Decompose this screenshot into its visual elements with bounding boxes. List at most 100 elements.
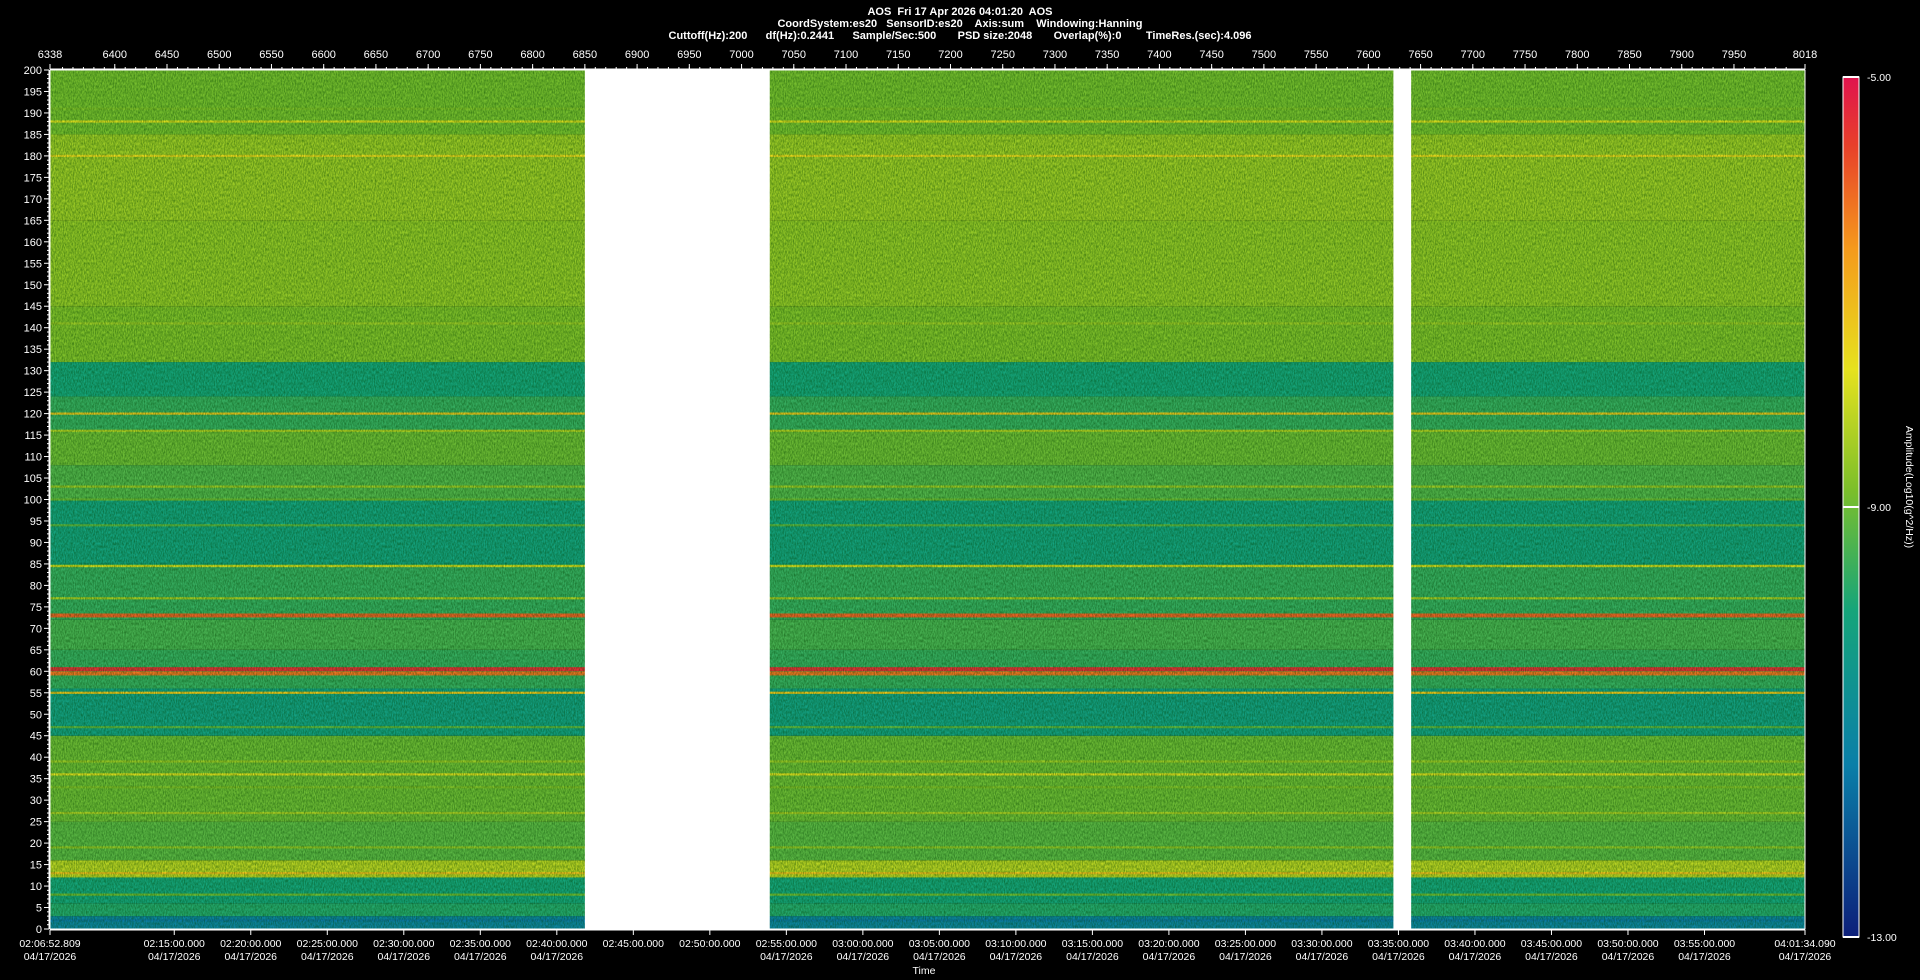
top-tick-label: 7350: [1095, 49, 1119, 61]
time-tick-date: 04/17/2026: [148, 951, 201, 963]
top-tick-label: 7750: [1513, 49, 1537, 61]
top-tick-label: 6900: [625, 49, 649, 61]
y-tick-label: 130: [24, 366, 42, 378]
y-tick-label: 65: [30, 645, 42, 657]
time-tick-label: 02:30:00.000: [373, 938, 434, 950]
colorbar-tick-label: -9.00: [1867, 502, 1891, 514]
plot-frame: [49, 69, 1806, 930]
top-tick-label: 6850: [573, 49, 597, 61]
time-tick-label: 02:50:00.000: [679, 938, 740, 950]
time-tick-date: 04/17/2026: [224, 951, 277, 963]
time-tick-label: 03:05:00.000: [909, 938, 970, 950]
time-tick-label: 02:20:00.000: [220, 938, 281, 950]
y-tick-label: 85: [30, 559, 42, 571]
y-tick-label: 105: [24, 473, 42, 485]
time-tick-label: 02:35:00.000: [450, 938, 511, 950]
y-tick-label: 35: [30, 774, 42, 786]
time-tick-date: 04/17/2026: [913, 951, 966, 963]
y-tick-label: 195: [24, 86, 42, 98]
top-tick-label: 7000: [729, 49, 753, 61]
y-tick-label: 200: [24, 65, 42, 77]
time-axis: 02:06:52.80904/17/202602:15:00.00004/17/…: [19, 929, 1836, 963]
y-tick-label: 5: [36, 903, 42, 915]
top-tick-label: 6950: [677, 49, 701, 61]
time-tick-date: 04/17/2026: [378, 951, 431, 963]
time-tick-label: 03:20:00.000: [1138, 938, 1199, 950]
top-tick-label: 6550: [259, 49, 283, 61]
time-tick-date: 04/17/2026: [454, 951, 507, 963]
time-tick-label: 04:01:34.090: [1774, 938, 1835, 950]
colorbar-label: Amplitude(Log10(g^2/Hz)): [1903, 426, 1915, 548]
colorbar-ticks: -5.00 -9.00 -13.00: [1843, 72, 1897, 944]
y-tick-label: 45: [30, 731, 42, 743]
top-tick-label: 7800: [1565, 49, 1589, 61]
top-tick-label: 7200: [938, 49, 962, 61]
colorbar-tick-label: -13.00: [1867, 932, 1897, 944]
colorbar-tick-label: -5.00: [1867, 72, 1891, 84]
y-tick-label: 125: [24, 387, 42, 399]
time-tick-date: 04/17/2026: [1066, 951, 1119, 963]
top-tick-label: 8018: [1793, 49, 1817, 61]
time-tick-label: 02:06:52.809: [19, 938, 80, 950]
top-tick-label: 7150: [886, 49, 910, 61]
top-tick-label: 7600: [1356, 49, 1380, 61]
data-gaps: [584, 70, 1412, 929]
time-tick-date: 04/17/2026: [990, 951, 1043, 963]
time-tick-date: 04/17/2026: [1449, 951, 1502, 963]
noise-texture: [50, 70, 1805, 929]
time-tick-date: 04/17/2026: [837, 951, 890, 963]
time-tick-date: 04/17/2026: [1143, 951, 1196, 963]
y-tick-label: 10: [30, 881, 42, 893]
y-tick-label: 180: [24, 151, 42, 163]
y-tick-label: 75: [30, 602, 42, 614]
y-tick-label: 185: [24, 129, 42, 141]
time-tick-label: 02:45:00.000: [603, 938, 664, 950]
y-tick-label: 30: [30, 795, 42, 807]
top-axis: 6338 6400 6450 6500 6550 6600 6650 6700 6750 6800…: [38, 49, 1817, 70]
y-tick-label: 20: [30, 838, 42, 850]
time-tick-label: 02:55:00.000: [756, 938, 817, 950]
y-tick-label: 165: [24, 215, 42, 227]
data-gap: [584, 70, 770, 929]
y-tick-label: 0: [36, 924, 42, 936]
y-tick-label: 100: [24, 495, 42, 507]
top-tick-label: 7950: [1722, 49, 1746, 61]
top-tick-label: 7100: [834, 49, 858, 61]
top-tick-label: 7550: [1304, 49, 1328, 61]
top-tick-label: 6700: [416, 49, 440, 61]
time-tick-label: 03:55:00.000: [1674, 938, 1735, 950]
top-tick-label: 7700: [1461, 49, 1485, 61]
top-tick-label: 7050: [782, 49, 806, 61]
time-tick-label: 02:25:00.000: [297, 938, 358, 950]
y-tick-label: 175: [24, 172, 42, 184]
top-tick-label: 7250: [990, 49, 1014, 61]
y-tick-label: 95: [30, 516, 42, 528]
time-tick-date: 04/17/2026: [301, 951, 354, 963]
y-tick-label: 155: [24, 258, 42, 270]
y-tick-label: 150: [24, 280, 42, 292]
y-tick-label: 40: [30, 752, 42, 764]
y-tick-label: 15: [30, 860, 42, 872]
time-tick-date: 04/17/2026: [1372, 951, 1425, 963]
time-tick-label: 03:10:00.000: [985, 938, 1046, 950]
top-tick-label: 6600: [311, 49, 335, 61]
time-tick-date: 04/17/2026: [1602, 951, 1655, 963]
top-tick-label: 6450: [155, 49, 179, 61]
time-tick-date: 04/17/2026: [1525, 951, 1578, 963]
top-tick-label: 7650: [1408, 49, 1432, 61]
time-tick-date: 04/17/2026: [1296, 951, 1349, 963]
time-tick-date: 04/17/2026: [1219, 951, 1272, 963]
y-tick-label: 80: [30, 580, 42, 592]
top-tick-label: 7900: [1669, 49, 1693, 61]
y-tick-label: 145: [24, 301, 42, 313]
y-tick-label: 70: [30, 623, 42, 635]
header-meta-line-1: CoordSystem:es20 SensorID:es20 Axis:sum …: [777, 18, 1143, 30]
top-tick-label: 6400: [103, 49, 127, 61]
y-tick-label: 55: [30, 688, 42, 700]
time-tick-label: 03:00:00.000: [832, 938, 893, 950]
time-tick-date: 04/17/2026: [531, 951, 584, 963]
top-tick-label: 7450: [1199, 49, 1223, 61]
y-tick-label: 90: [30, 537, 42, 549]
top-tick-label: 7300: [1043, 49, 1067, 61]
